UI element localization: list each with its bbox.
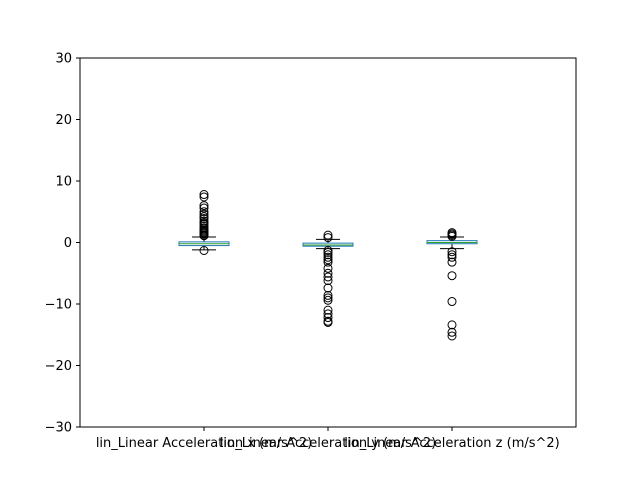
y-tick-label: −10 (45, 298, 72, 313)
flier-point (323, 276, 333, 286)
flier-point (199, 203, 209, 213)
flier-point (323, 283, 333, 293)
plot-frame (79, 57, 577, 428)
flier-point (447, 320, 457, 330)
box-series (426, 228, 478, 341)
flier-point (199, 245, 209, 255)
flier-point (447, 252, 457, 262)
x-tick-label: lin_Linear Acceleration z (m/s^2) (344, 436, 560, 451)
box-series (178, 190, 230, 255)
flier-point (323, 230, 333, 240)
flier-point (199, 207, 209, 217)
flier-point (323, 247, 333, 257)
flier-point (323, 233, 333, 243)
flier-point (199, 214, 209, 224)
y-axis: −30 −20 −10 0 10 20 30 (45, 52, 80, 436)
y-tick-label: 20 (55, 113, 72, 128)
flier-point (323, 255, 333, 265)
flier-point (323, 293, 333, 303)
y-tick-label: 10 (55, 175, 72, 190)
flier-point (323, 250, 333, 260)
x-tick-label: lin_Linear Acceleration x (m/s^2) (96, 436, 312, 451)
flier-point (323, 313, 333, 323)
flier-point (199, 201, 209, 211)
box-series (302, 230, 354, 327)
x-tick-label: lin_Linear Acceleration y (m/s^2) (220, 436, 436, 451)
flier-point (447, 327, 457, 337)
plot-area (178, 190, 478, 341)
y-tick-label: −30 (45, 421, 72, 436)
x-axis: lin_Linear Acceleration x (m/s^2)lin_Lin… (96, 427, 560, 451)
flier-point (323, 268, 333, 278)
y-tick-label: 30 (55, 52, 72, 67)
flier-point (447, 231, 457, 241)
flier-point (323, 317, 333, 327)
flier-point (447, 331, 457, 341)
flier-point (199, 190, 209, 200)
flier-point (323, 272, 333, 282)
flier-point (323, 263, 333, 273)
y-tick-label: 0 (64, 236, 72, 251)
flier-point (447, 257, 457, 267)
flier-point (323, 257, 333, 267)
y-tick-label: −20 (45, 359, 72, 374)
flier-point (447, 297, 457, 307)
flier-point (447, 250, 457, 260)
flier-point (447, 271, 457, 281)
flier-point (199, 192, 209, 202)
flier-point (199, 231, 209, 241)
flier-point (323, 252, 333, 262)
flier-point (323, 295, 333, 305)
flier-point (323, 309, 333, 319)
flier-point (323, 290, 333, 300)
flier-point (447, 247, 457, 257)
flier-point (323, 305, 333, 315)
flier-point (199, 209, 209, 219)
